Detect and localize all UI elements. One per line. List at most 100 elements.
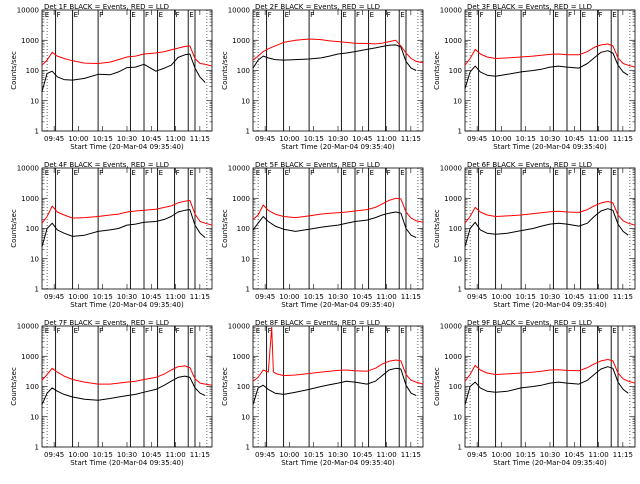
y-tick-label: 100 — [449, 383, 462, 391]
x-tick-label: 10:30 — [328, 451, 348, 459]
y-tick-label: 1000 — [444, 37, 462, 45]
x-tick-label: 09:45 — [44, 293, 64, 301]
y-axis-label: Counts/sec — [433, 51, 441, 90]
lld-series-line — [41, 365, 213, 386]
y-tick-label: 10000 — [17, 165, 39, 173]
x-tick-label: 09:45 — [467, 451, 487, 459]
y-tick-label: 10 — [30, 255, 39, 263]
flag-letter: F — [356, 327, 360, 335]
x-axis-label: Start Time (20-Mar-04 09:35:40) — [493, 301, 607, 309]
x-tick-label: 10:30 — [328, 293, 348, 301]
detector-panel-8: Det 8F BLACK = Events, RED = LLD 1 10 100 10… — [221, 319, 424, 467]
y-axis-label: Counts/sec — [433, 367, 441, 406]
x-tick-label: 10:30 — [117, 293, 137, 301]
flag-letter: E — [45, 327, 49, 335]
x-tick-label: 10:30 — [117, 451, 137, 459]
y-tick-label: 10 — [241, 255, 250, 263]
y-tick-label: 100 — [449, 67, 462, 75]
y-axis-label: Counts/sec — [221, 209, 229, 248]
flag-letter: E — [285, 169, 289, 177]
flag-letter: E — [342, 11, 346, 19]
flag-letter: E — [370, 327, 374, 335]
y-tick-label: 1000 — [444, 353, 462, 361]
y-tick-label: 1000 — [21, 195, 39, 203]
events-series-line — [41, 209, 206, 247]
events-series-line — [41, 375, 206, 405]
events-series-line — [252, 44, 417, 71]
flag-letter: E — [497, 11, 501, 19]
y-tick-label: 1000 — [444, 195, 462, 203]
x-tick-label: 10:15 — [304, 293, 324, 301]
flag-letter: E — [256, 169, 260, 177]
flag-letter: F — [599, 11, 603, 19]
flag-letter: F — [356, 11, 360, 19]
events-series-line — [464, 366, 629, 405]
flag-letter: E — [131, 11, 135, 19]
flag-letter: F — [480, 169, 484, 177]
x-tick-label: 11:00 — [376, 135, 396, 143]
y-tick-label: 10 — [30, 413, 39, 421]
flag-letter: E — [285, 11, 289, 19]
flag-letter: E — [582, 327, 586, 335]
y-tick-label: 1 — [246, 286, 250, 294]
plot-frame — [464, 9, 636, 132]
x-tick-label: 11:15 — [401, 135, 421, 143]
x-tick-label: 09:45 — [255, 293, 275, 301]
plot-frame — [41, 167, 213, 290]
plot-frame — [252, 167, 424, 290]
detector-panel-9: Det 9F BLACK = Events, RED = LLD 1 10 100 10… — [433, 319, 636, 467]
x-axis-label: Start Time (20-Mar-04 09:35:40) — [281, 459, 395, 467]
x-tick-label: 10:00 — [491, 451, 511, 459]
y-tick-label: 100 — [26, 383, 39, 391]
x-tick-label: 10:45 — [564, 293, 584, 301]
x-axis-label: Start Time (20-Mar-04 09:35:40) — [281, 301, 395, 309]
flag-letter: F — [522, 11, 526, 19]
flag-letter: E — [131, 327, 135, 335]
x-axis-label: Start Time (20-Mar-04 09:35:40) — [281, 143, 395, 151]
x-tick-label: 10:15 — [304, 135, 324, 143]
panel-title: Det 7F BLACK = Events, RED = LLD — [44, 319, 169, 327]
flag-letter: F — [522, 327, 526, 335]
y-tick-label: 10 — [453, 97, 462, 105]
y-tick-label: 100 — [26, 225, 39, 233]
panel-title: Det 3F BLACK = Events, RED = LLD — [467, 3, 592, 11]
x-tick-label: 11:15 — [190, 451, 210, 459]
x-tick-label: 10:45 — [564, 451, 584, 459]
flag-letter: E — [256, 11, 260, 19]
panel-title: Det 5F BLACK = Events, RED = LLD — [255, 161, 380, 169]
detector-panel-2: Det 2F BLACK = Events, RED = LLD 1 10 100 10… — [221, 3, 424, 151]
lld-series-line — [464, 43, 636, 68]
flag-letter: F — [268, 169, 272, 177]
flag-letter: F — [176, 11, 180, 19]
flag-letter: F — [176, 327, 180, 335]
x-tick-label: 10:00 — [68, 293, 88, 301]
detector-panel-3: Det 3F BLACK = Events, RED = LLD 1 10 100 10… — [433, 3, 636, 151]
flag-letter: F — [356, 169, 360, 177]
x-tick-label: 11:15 — [613, 293, 633, 301]
y-tick-label: 10 — [241, 413, 250, 421]
x-tick-label: 10:45 — [141, 293, 161, 301]
detector-panel-5: Det 5F BLACK = Events, RED = LLD 1 10 100 10… — [221, 161, 424, 309]
x-axis-label: Start Time (20-Mar-04 09:35:40) — [70, 459, 184, 467]
flag-letter: F — [99, 11, 103, 19]
y-tick-label: 1 — [35, 128, 39, 136]
plot-frame — [41, 325, 213, 448]
flag-letter: E — [370, 11, 374, 19]
y-tick-label: 1 — [246, 128, 250, 136]
x-tick-label: 10:30 — [117, 135, 137, 143]
y-tick-label: 1000 — [232, 195, 250, 203]
detector-panel-7: Det 7F BLACK = Events, RED = LLD 1 10 100 10… — [10, 319, 213, 467]
y-tick-label: 10000 — [17, 7, 39, 15]
flag-letter: F — [310, 11, 314, 19]
y-tick-label: 1000 — [21, 353, 39, 361]
flag-letter: E — [285, 327, 289, 335]
flag-letter: F — [145, 327, 149, 335]
x-tick-label: 09:45 — [467, 135, 487, 143]
x-tick-label: 10:15 — [93, 135, 113, 143]
y-axis-label: Counts/sec — [10, 367, 18, 406]
detector-panel-4: Det 4F BLACK = Events, RED = LLD 1 10 100 10… — [10, 161, 213, 309]
x-tick-label: 10:45 — [141, 135, 161, 143]
x-tick-label: 11:00 — [165, 293, 185, 301]
flag-letter: F — [57, 11, 61, 19]
